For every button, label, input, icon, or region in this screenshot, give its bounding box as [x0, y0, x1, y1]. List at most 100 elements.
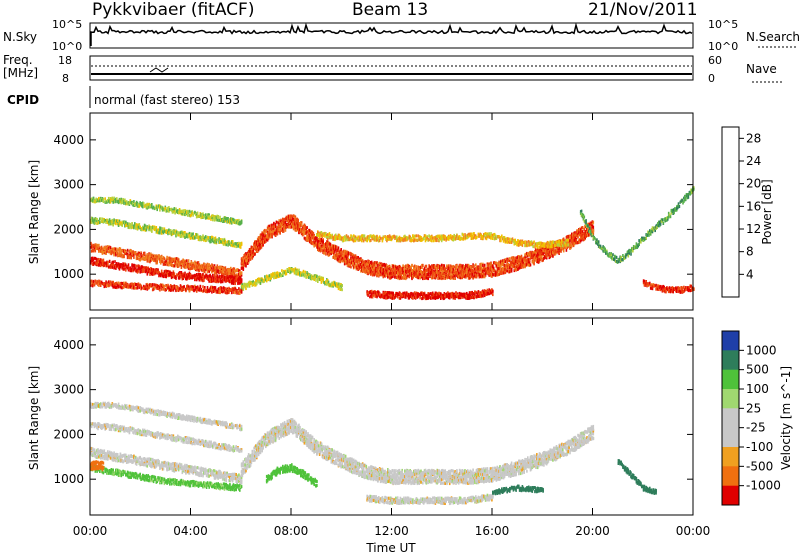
range-cell — [449, 270, 452, 274]
range-cell — [319, 240, 322, 243]
range-cell — [224, 276, 227, 280]
range-cell — [95, 217, 97, 221]
range-cell — [195, 287, 197, 291]
range-cell — [171, 285, 174, 289]
range-cell — [132, 283, 134, 287]
range-cell — [120, 249, 123, 253]
range-cell — [152, 269, 155, 273]
range-cell — [187, 285, 190, 289]
range-cell — [163, 229, 166, 233]
range-cell — [115, 266, 117, 270]
range-cell — [332, 251, 334, 255]
range-cell — [230, 269, 232, 273]
range-cell — [394, 266, 396, 270]
range-cell — [516, 263, 518, 267]
range-cell — [387, 267, 390, 271]
range-cell — [496, 269, 499, 273]
range-cell — [238, 280, 240, 284]
range-cell — [507, 264, 509, 268]
range-cell — [182, 234, 184, 238]
range-cell — [393, 274, 395, 278]
range-cell — [116, 262, 118, 265]
range-cell — [326, 243, 328, 247]
range-cell — [235, 276, 237, 280]
range-cell — [111, 281, 114, 285]
range-cell — [142, 270, 144, 273]
range-cell — [421, 266, 423, 269]
range-cell — [150, 269, 152, 273]
range-cell — [221, 219, 224, 222]
range-cell — [382, 271, 385, 275]
range-cell — [430, 268, 432, 271]
range-cell — [141, 204, 143, 208]
range-cell — [437, 266, 439, 269]
range-cell — [238, 218, 240, 222]
range-cell — [405, 273, 407, 277]
range-cell — [181, 277, 184, 281]
range-cell — [224, 239, 227, 243]
range-cell — [153, 283, 156, 287]
range-cell — [431, 276, 433, 280]
range-cell — [126, 283, 129, 287]
range-cell — [171, 273, 174, 277]
range-cell — [221, 265, 223, 269]
range-cell — [230, 291, 233, 295]
range-cell — [237, 222, 239, 226]
range-cell — [179, 284, 182, 288]
range-cell — [136, 204, 139, 208]
range-cell — [184, 265, 186, 269]
range-cell — [163, 272, 166, 276]
range-cell — [149, 204, 151, 207]
range-cell — [303, 236, 306, 240]
range-cell — [107, 245, 109, 249]
range-cell — [224, 279, 227, 283]
range-cell — [422, 268, 425, 272]
range-cell — [302, 224, 305, 228]
range-cell — [387, 265, 390, 269]
range-cell — [295, 228, 298, 232]
range-cell — [380, 263, 383, 267]
range-cell — [168, 273, 170, 276]
range-cell — [212, 218, 214, 222]
range-cell — [423, 266, 426, 270]
range-cell — [462, 265, 464, 269]
range-cell — [421, 271, 423, 275]
range-cell — [352, 261, 354, 265]
range-cell — [397, 269, 400, 273]
range-cell — [195, 213, 198, 217]
range-cell — [235, 220, 237, 224]
range-cell — [115, 247, 117, 251]
range-cell — [152, 254, 155, 258]
range-cell — [320, 237, 323, 241]
range-cell — [220, 286, 222, 289]
range-cell — [360, 262, 362, 266]
range-cell — [239, 245, 242, 249]
range-cell — [151, 283, 154, 287]
range-cell — [432, 266, 435, 270]
range-cell — [136, 283, 139, 287]
range-cell — [226, 241, 228, 244]
range-cell — [246, 259, 248, 263]
range-cell — [154, 254, 157, 258]
range-cell — [176, 233, 178, 237]
range-cell — [163, 270, 166, 274]
range-cell — [217, 278, 219, 282]
range-cell — [201, 212, 203, 216]
range-cell — [263, 233, 265, 237]
range-cell — [507, 262, 509, 266]
range-cell — [333, 244, 335, 248]
range-cell — [345, 261, 348, 265]
range-cell — [226, 217, 228, 220]
range-cell — [415, 272, 418, 276]
range-cell — [519, 256, 522, 260]
range-cell — [209, 215, 211, 219]
range-cell — [398, 264, 401, 268]
range-cell — [110, 250, 113, 254]
range-cell — [122, 221, 124, 225]
range-cell — [127, 256, 130, 259]
range-cell — [379, 266, 382, 269]
range-cell — [240, 261, 243, 265]
range-cell — [112, 285, 114, 289]
range-cell — [171, 263, 174, 267]
range-cell — [167, 269, 169, 273]
